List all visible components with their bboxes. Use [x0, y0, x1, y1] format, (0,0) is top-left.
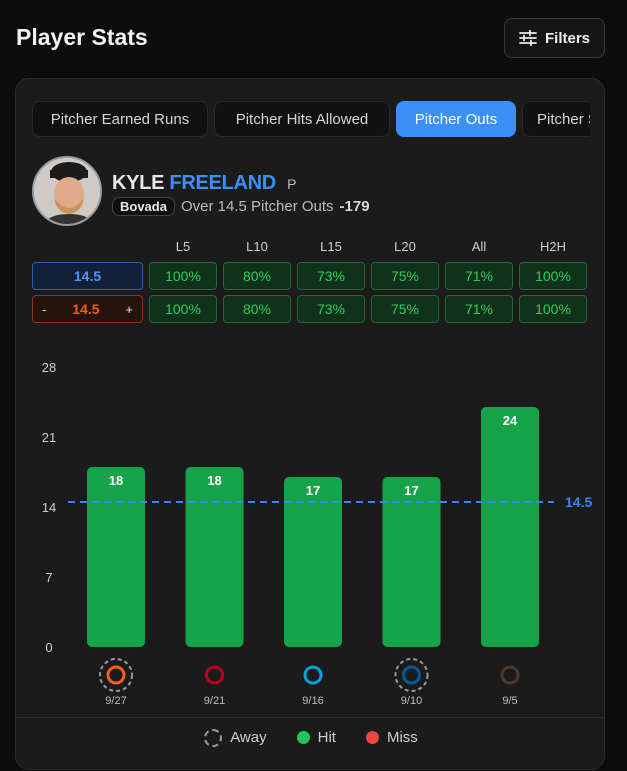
bar-value-label: 17 [306, 483, 320, 498]
game-date-label: 9/16 [302, 695, 323, 707]
hit-rate-cell: 100% [519, 262, 587, 290]
y-tick-label: 28 [42, 360, 56, 375]
team-logo-mark [106, 665, 126, 685]
legend-away: Away [204, 728, 267, 747]
tab-pitcher-earned-runs[interactable]: Pitcher Earned Runs [32, 101, 208, 137]
game-date-label: 9/21 [204, 695, 225, 707]
away-ring-icon [99, 658, 133, 692]
bar [481, 407, 539, 647]
player-card: Pitcher Earned Runs Pitcher Hits Allowed… [15, 78, 605, 770]
line-value-primary[interactable]: 14.5 [32, 262, 143, 290]
line-value-alt[interactable]: 14.5 [72, 301, 100, 317]
legend-hit: Hit [296, 729, 336, 746]
threshold-label: 14.5 [565, 494, 592, 510]
player-last-name: FREELAND [169, 172, 276, 194]
chart-legend: Away Hit Miss [16, 717, 604, 757]
prop-odds: -179 [339, 198, 370, 215]
legend-miss: Miss [365, 729, 418, 746]
away-ring-icon [204, 728, 223, 747]
team-logo-mark [500, 665, 520, 685]
y-tick-label: 14 [42, 500, 56, 515]
game-log-chart: 0 7 14 21 28 18 9/27 18 9/21 17 9/16 17 9/10 24 9/5 14.… [42, 360, 593, 707]
hit-rate-cell: 80% [223, 262, 291, 290]
avatar [32, 156, 102, 226]
hit-rate-cell: 71% [445, 295, 513, 323]
filters-button[interactable]: Filters [504, 18, 605, 58]
team-logo-mark [303, 665, 323, 685]
away-ring-icon [394, 658, 429, 692]
page-title: Player Stats [16, 24, 148, 50]
hit-rate-cell: 73% [297, 295, 365, 323]
player-first-name: KYLE [112, 172, 165, 194]
bar [284, 477, 342, 647]
column-header-l20: L20 [394, 239, 416, 254]
sportsbook-badge: Bovada [112, 197, 175, 216]
hit-rate-cell: 75% [371, 262, 439, 290]
bar [382, 477, 441, 647]
prop-tabs: Pitcher Earned Runs Pitcher Hits Allowed… [32, 101, 590, 137]
sliders-icon [519, 30, 537, 46]
hit-rate-cell: 71% [445, 262, 513, 290]
legend-away-label: Away [230, 729, 267, 746]
column-header-h2h: H2H [539, 239, 566, 254]
prop-text: Over 14.5 Pitcher Outs [180, 198, 334, 215]
column-header-l15: L15 [320, 239, 342, 254]
y-tick-label: 7 [45, 570, 52, 585]
line-adjuster: - 14.5 + [32, 295, 143, 323]
tab-pitcher-hits-allowed[interactable]: Pitcher Hits Allowed [214, 101, 390, 137]
player-position: P [287, 176, 297, 192]
bar [185, 467, 244, 647]
bar-value-label: 24 [503, 413, 518, 428]
column-header-all: All [471, 239, 487, 254]
prop-summary: Bovada Over 14.5 Pitcher Outs -179 [112, 197, 370, 216]
legend-hit-label: Hit [317, 729, 336, 746]
bar-value-label: 18 [109, 473, 123, 488]
hit-rate-cell: 100% [149, 295, 217, 323]
hit-rate-cell: 100% [519, 295, 587, 323]
bar-value-label: 17 [404, 483, 418, 498]
hit-dot-icon [296, 731, 310, 744]
player-photo-icon [34, 158, 100, 224]
y-tick-label: 21 [42, 430, 56, 445]
bar-value-label: 18 [207, 473, 221, 488]
tab-pitcher-outs[interactable]: Pitcher Outs [396, 101, 516, 137]
column-header-l10: L10 [246, 239, 268, 254]
tab-pitcher-strikeouts[interactable]: Pitcher Strikeouts [522, 101, 590, 137]
y-tick-label: 0 [45, 640, 52, 655]
game-date-label: 9/10 [401, 695, 422, 707]
miss-dot-icon [365, 731, 379, 744]
bar [87, 467, 145, 647]
game-date-label: 9/5 [502, 695, 517, 707]
increment-button[interactable]: + [125, 301, 133, 317]
column-header-l5: L5 [175, 239, 191, 254]
team-logo-mark [205, 665, 224, 685]
game-date-label: 9/27 [105, 695, 126, 707]
hit-rate-cell: 80% [223, 295, 291, 323]
hit-rate-cell: 75% [371, 295, 439, 323]
hit-rate-cell: 100% [149, 262, 217, 290]
hit-rate-cell: 73% [297, 262, 365, 290]
team-logo-mark [402, 665, 421, 685]
player-name: KYLE FREELAND P [112, 172, 297, 195]
legend-miss-label: Miss [386, 729, 418, 746]
filters-label: Filters [544, 29, 590, 47]
decrement-button[interactable]: - [42, 301, 47, 317]
